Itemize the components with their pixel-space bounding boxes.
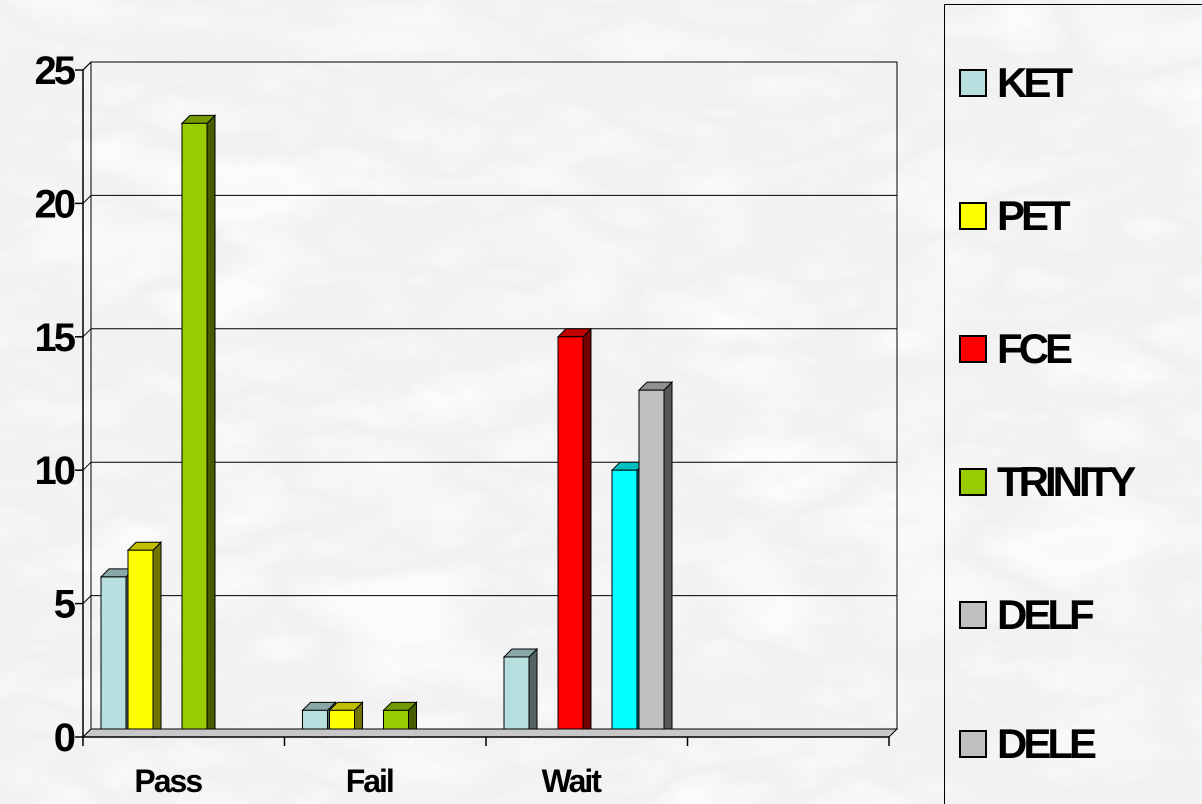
- legend-label-fce: FCE: [997, 325, 1073, 372]
- bars: [99, 114, 674, 739]
- bar-fce-wait: [556, 327, 593, 739]
- legend-item-pet: PET: [959, 192, 1071, 239]
- legend-swatch-fce: [959, 335, 987, 363]
- legend: KET PET FCE TRINITY DELF DELE: [944, 4, 1202, 804]
- y-tick-label: 5: [54, 583, 76, 627]
- legend-swatch-pet: [959, 202, 987, 230]
- legend-label-dele: DELE: [997, 720, 1097, 767]
- legend-item-trinity: TRINITY: [959, 458, 1136, 505]
- legend-swatch-delf: [959, 601, 987, 629]
- bar-ket-wait: [502, 647, 539, 739]
- x-tick-label-wait: Wait: [542, 763, 603, 799]
- legend-label-pet: PET: [997, 192, 1071, 239]
- legend-swatch-trinity: [959, 468, 987, 496]
- x-tick-labels: Pass Fail Wait: [134, 763, 604, 799]
- side-gridline: [82, 595, 92, 604]
- bar-trinity-fail: [382, 701, 418, 739]
- legend-item-dele: DELE: [959, 720, 1097, 767]
- legend-label-delf: DELF: [997, 591, 1095, 638]
- legend-label-ket: KET: [997, 59, 1073, 106]
- legend-item-fce: FCE: [959, 325, 1073, 372]
- y-tick-label: 15: [35, 316, 76, 360]
- y-axis-top: [82, 61, 92, 71]
- bar-dele-wait: [637, 380, 674, 739]
- bar-pet-pass: [126, 541, 163, 739]
- side-gridline: [82, 461, 92, 471]
- side-gridline: [82, 328, 92, 338]
- legend-swatch-ket: [959, 69, 987, 97]
- axes: [75, 61, 899, 746]
- y-tick-label: 10: [35, 449, 75, 493]
- legend-item-ket: KET: [959, 59, 1073, 106]
- legend-swatch-dele: [959, 730, 987, 758]
- y-tick-labels: 0 5 10 15 20 25: [35, 49, 79, 760]
- chart-floor: [81, 728, 899, 738]
- legend-label-trinity: TRINITY: [997, 458, 1136, 505]
- x-tick-label-fail: Fail: [346, 763, 393, 799]
- bar-trinity-pass: [180, 114, 217, 739]
- legend-item-delf: DELF: [959, 591, 1095, 638]
- y-tick-label: 20: [35, 182, 75, 226]
- x-tick-label-pass: Pass: [134, 763, 202, 799]
- y-tick-label: 25: [35, 49, 76, 93]
- side-gridline: [82, 195, 92, 204]
- y-tick-label: 0: [54, 716, 75, 760]
